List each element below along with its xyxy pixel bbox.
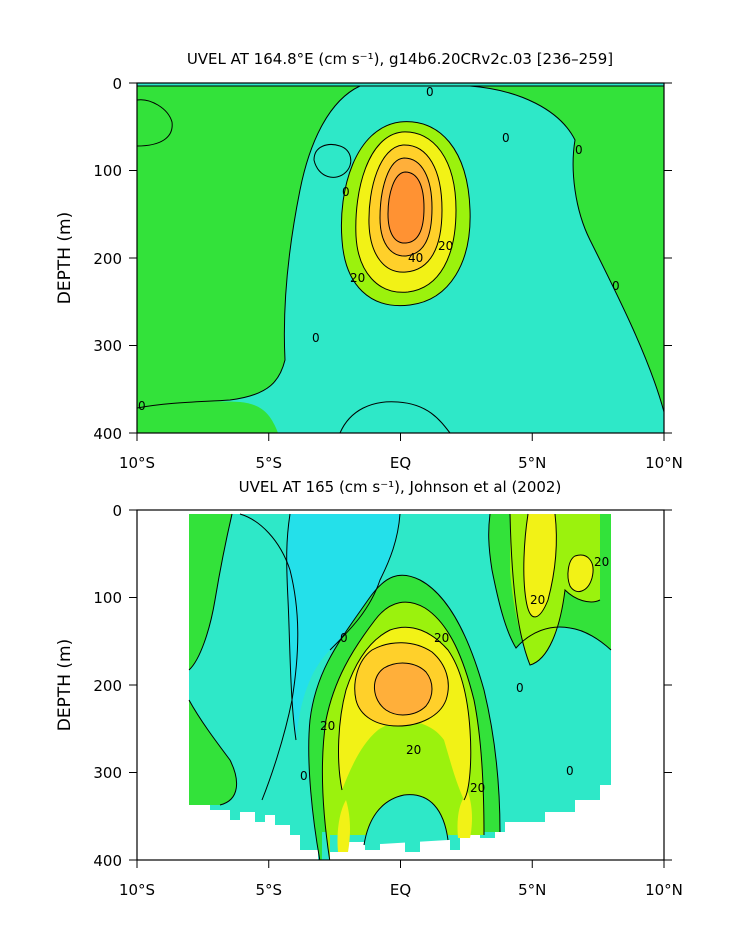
contour-label: 20 <box>594 555 609 569</box>
contour-fill-top <box>137 83 664 433</box>
contour-label: 0 <box>342 185 350 199</box>
x-tick-label: EQ <box>390 454 411 472</box>
y-tick-label: 400 <box>93 425 122 443</box>
contour-label: 0 <box>138 399 146 413</box>
x-axis-bottom: 10°S 5°S EQ 5°N 10°N <box>119 860 683 899</box>
x-tick-label: 5°N <box>518 881 546 899</box>
contour-label: 20 <box>434 631 449 645</box>
contour-label: 0 <box>516 681 524 695</box>
x-tick-label: 10°N <box>645 881 683 899</box>
y-tick-label: 100 <box>93 589 122 607</box>
fill-level-40-bottom <box>374 663 432 715</box>
x-tick-label: 5°S <box>255 881 282 899</box>
x-tick-label: 10°S <box>119 881 155 899</box>
fill-lower-left-top <box>137 401 278 433</box>
y-axis-label-top: DEPTH (m) <box>55 212 75 304</box>
chart-top: UVEL AT 164.8°E (cm s⁻¹), g14b6.20CRv2c.… <box>55 50 683 472</box>
y-tick-label: 0 <box>112 502 122 520</box>
y-tick-label: 100 <box>93 162 122 180</box>
fill-deep-yellow2-bottom <box>457 792 472 838</box>
contour-label: 20 <box>438 239 453 253</box>
fill-westward-cyan-bottom <box>286 514 400 740</box>
fill-level-50-top <box>388 172 424 244</box>
fill-bottom-eddy-top <box>340 401 450 433</box>
y-axis-top: 0 100 200 300 400 DEPTH (m) <box>55 75 672 443</box>
contour-label: 0 <box>340 631 348 645</box>
x-tick-label: 5°S <box>255 454 282 472</box>
contour-lines-top <box>137 85 664 433</box>
x-tick-label: EQ <box>390 881 411 899</box>
contour-fill-bottom <box>188 513 612 860</box>
contour-lines-bottom <box>188 513 612 860</box>
fill-level-0-top <box>137 86 664 412</box>
contour-label: 20 <box>530 593 545 607</box>
y-axis-label-bottom: DEPTH (m) <box>55 639 75 731</box>
contour-labels-top: 0 0 0 0 0 0 20 20 40 0 <box>138 85 620 413</box>
fill-left-patch-top <box>137 99 173 146</box>
chart-title-top: UVEL AT 164.8°E (cm s⁻¹), g14b6.20CRv2c.… <box>187 50 613 68</box>
chart-bottom: UVEL AT 165 (cm s⁻¹), Johnson et al (200… <box>55 478 683 899</box>
y-tick-label: 0 <box>112 75 122 93</box>
x-tick-label: 10°N <box>645 454 683 472</box>
fill-deep-cyan-bottom <box>364 794 448 845</box>
fill-green-left2-bottom <box>189 700 237 805</box>
y-axis-bottom: 0 100 200 300 400 DEPTH (m) <box>55 502 672 870</box>
contour-label: 40 <box>408 251 423 265</box>
contour-label: 20 <box>320 719 335 733</box>
fill-eddy-top <box>314 144 351 178</box>
contour-label: 0 <box>300 769 308 783</box>
y-tick-label: 200 <box>93 250 122 268</box>
fill-deep-yellow-bottom <box>337 800 350 852</box>
contour-label: 0 <box>426 85 434 99</box>
fill-yellow-right2-bottom <box>567 555 594 592</box>
contour-labels-bottom: 0 0 0 0 20 20 20 20 20 20 <box>300 555 609 795</box>
x-axis-top: 10°S 5°S EQ 5°N 10°N <box>119 433 683 472</box>
x-tick-label: 5°N <box>518 454 546 472</box>
contour-label: 20 <box>406 743 421 757</box>
chart-title-bottom: UVEL AT 165 (cm s⁻¹), Johnson et al (200… <box>239 478 562 496</box>
fill-green-left-bottom <box>189 514 232 670</box>
contour-label: 0 <box>612 279 620 293</box>
y-tick-label: 300 <box>93 337 122 355</box>
fill-yellow-right-bottom <box>523 514 557 617</box>
fill-westward-bottom <box>216 514 298 800</box>
contour-label: 20 <box>470 781 485 795</box>
y-tick-label: 400 <box>93 852 122 870</box>
contour-label: 0 <box>566 764 574 778</box>
contour-label: 20 <box>350 271 365 285</box>
y-tick-label: 200 <box>93 677 122 695</box>
y-tick-label: 300 <box>93 764 122 782</box>
contour-label: 0 <box>575 143 583 157</box>
contour-label: 0 <box>312 331 320 345</box>
x-tick-label: 10°S <box>119 454 155 472</box>
contour-label: 0 <box>502 131 510 145</box>
